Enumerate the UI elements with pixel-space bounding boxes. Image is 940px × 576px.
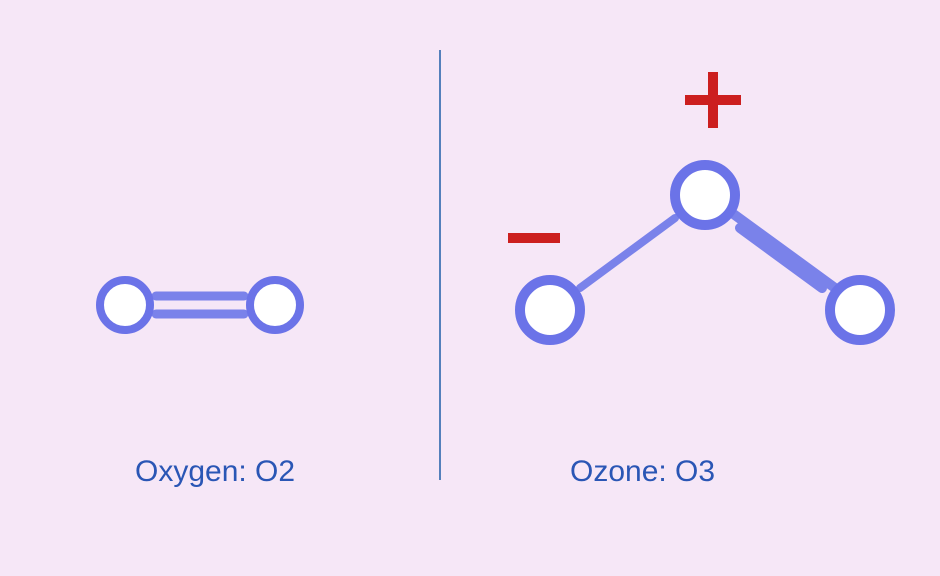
o3-single-bond <box>580 218 675 288</box>
o2-atom-2 <box>250 280 300 330</box>
o3-atom-2 <box>675 165 735 225</box>
ozone-label: Ozone: O3 <box>570 455 715 489</box>
oxygen-label: Oxygen: O2 <box>135 455 295 489</box>
o3-double-bond-2 <box>740 228 822 288</box>
o3-double-bond-1 <box>728 210 835 288</box>
o2-atom-1 <box>100 280 150 330</box>
diagram-svg <box>0 0 940 576</box>
o3-atom-3 <box>830 280 890 340</box>
o3-atom-1 <box>520 280 580 340</box>
molecule-diagram: Oxygen: O2 Ozone: O3 <box>0 0 940 576</box>
